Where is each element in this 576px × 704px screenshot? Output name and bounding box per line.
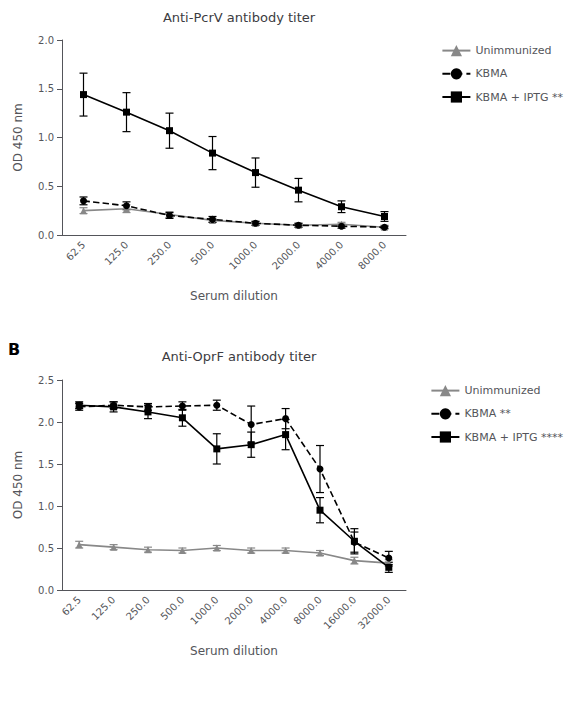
svg-text:2000.0: 2000.0 xyxy=(270,239,302,271)
svg-text:OD 450 nm: OD 450 nm xyxy=(11,451,25,520)
svg-text:2.5: 2.5 xyxy=(38,375,54,386)
svg-text:Anti-PcrV antibody titer: Anti-PcrV antibody titer xyxy=(163,10,316,25)
svg-text:62.5: 62.5 xyxy=(64,239,88,263)
svg-text:Serum dilution: Serum dilution xyxy=(190,644,278,658)
svg-text:1000.0: 1000.0 xyxy=(188,594,220,626)
svg-text:0.5: 0.5 xyxy=(38,181,54,192)
svg-text:1.0: 1.0 xyxy=(38,132,54,143)
svg-text:Anti-OprF antibody titer: Anti-OprF antibody titer xyxy=(162,349,317,364)
svg-text:2.0: 2.0 xyxy=(38,35,54,46)
svg-text:2.0: 2.0 xyxy=(38,417,54,428)
svg-text:250.0: 250.0 xyxy=(124,594,152,622)
svg-text:Serum dilution: Serum dilution xyxy=(190,289,278,303)
svg-text:500.0: 500.0 xyxy=(188,239,216,267)
svg-text:1.5: 1.5 xyxy=(38,83,54,94)
svg-text:0.0: 0.0 xyxy=(38,230,54,241)
svg-text:1.5: 1.5 xyxy=(38,459,54,470)
svg-text:KBMA + IPTG ****: KBMA + IPTG **** xyxy=(464,431,563,444)
svg-text:8000.0: 8000.0 xyxy=(291,594,323,626)
svg-text:8000.0: 8000.0 xyxy=(356,239,388,271)
svg-text:KBMA + IPTG **: KBMA + IPTG ** xyxy=(475,91,563,104)
svg-text:Unimmunized: Unimmunized xyxy=(475,44,551,57)
svg-text:B: B xyxy=(8,340,20,359)
svg-text:250.0: 250.0 xyxy=(145,239,173,267)
svg-text:KBMA: KBMA xyxy=(475,67,507,80)
svg-text:4000.0: 4000.0 xyxy=(257,594,289,626)
svg-text:KBMA **: KBMA ** xyxy=(464,407,511,420)
svg-text:62.5: 62.5 xyxy=(60,594,84,618)
svg-text:0.0: 0.0 xyxy=(38,585,54,596)
svg-text:125.0: 125.0 xyxy=(102,239,130,267)
svg-text:4000.0: 4000.0 xyxy=(313,239,345,271)
svg-text:500.0: 500.0 xyxy=(158,594,186,622)
svg-text:1.0: 1.0 xyxy=(38,501,54,512)
svg-text:1000.0: 1000.0 xyxy=(227,239,259,271)
svg-text:OD 450 nm: OD 450 nm xyxy=(11,103,25,172)
svg-text:Unimmunized: Unimmunized xyxy=(464,384,540,397)
svg-text:2000.0: 2000.0 xyxy=(223,594,255,626)
svg-text:0.5: 0.5 xyxy=(38,543,54,554)
svg-text:16000.0: 16000.0 xyxy=(321,594,358,631)
svg-text:32000.0: 32000.0 xyxy=(356,594,393,631)
svg-text:125.0: 125.0 xyxy=(89,594,117,622)
